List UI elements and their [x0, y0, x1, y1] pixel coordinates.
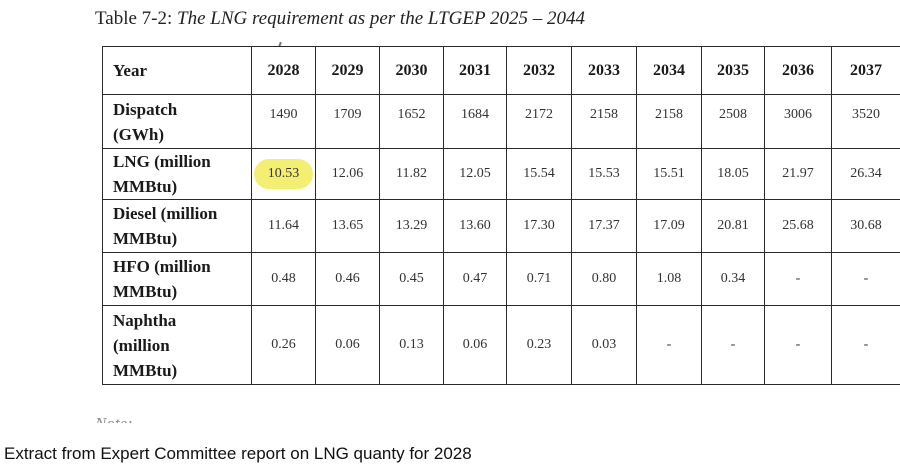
value-cell: -	[831, 252, 900, 306]
row-label-line: Diesel (million	[113, 204, 218, 223]
value-cell: 0.80	[571, 252, 637, 306]
table-title-text: The LNG requirement as per the LTGEP 202…	[177, 8, 585, 29]
row-label-line: MMBtu)	[113, 177, 178, 196]
table-row-naphtha: Naphtha (million MMBtu) 0.26 0.06 0.13 0…	[102, 305, 900, 385]
value-cell: 17.30	[506, 199, 572, 253]
row-label-dispatch: Dispatch (GWh)	[102, 94, 252, 149]
value-cell: 3520	[831, 94, 900, 149]
value-cell: -	[831, 305, 900, 385]
value-cell: 20.81	[701, 199, 765, 253]
table-row-hfo: HFO (million MMBtu) 0.48 0.46 0.45 0.47 …	[102, 252, 900, 306]
year-header: Year	[102, 46, 252, 95]
year-cell: 2036	[764, 46, 832, 95]
row-label-line: (million	[113, 335, 170, 355]
lng-requirement-table: Year 2028 2029 2030 2031 2032 2033 2034 …	[102, 46, 900, 385]
value-cell: 2158	[571, 94, 637, 149]
year-cell: 2034	[636, 46, 702, 95]
value-cell: 26.34	[831, 148, 900, 200]
value-cell: 3006	[764, 94, 832, 149]
year-cell: 2030	[379, 46, 444, 95]
value-cell: 11.64	[251, 199, 316, 253]
value-cell: 13.65	[315, 199, 380, 253]
value-cell: 1490	[251, 94, 316, 149]
value-cell: -	[636, 305, 702, 385]
year-cell: 2029	[315, 46, 380, 95]
value-cell: 0.23	[506, 305, 572, 385]
table-title-prefix: Table 7-2:	[95, 8, 178, 29]
year-cell: 2033	[571, 46, 637, 95]
value-cell: 21.97	[764, 148, 832, 200]
value-cell: 0.46	[315, 252, 380, 306]
value-cell: 13.29	[379, 199, 444, 253]
table-title: Table 7-2: The LNG requirement as per th…	[95, 8, 585, 30]
row-label-line: HFO (million	[113, 257, 211, 276]
value-cell: -	[701, 305, 765, 385]
note-label: Note:	[95, 413, 133, 423]
value-cell-highlighted: 10.53	[251, 148, 316, 200]
value-cell: 1684	[443, 94, 507, 149]
row-label-hfo: HFO (million MMBtu)	[102, 252, 252, 306]
value-cell: 0.45	[379, 252, 444, 306]
value-cell: 0.03	[571, 305, 637, 385]
year-cell: 2028	[251, 46, 316, 95]
year-cell: 2032	[506, 46, 572, 95]
row-label-line: LNG (million	[113, 152, 211, 171]
value-cell: 15.51	[636, 148, 702, 200]
value-cell: 0.06	[315, 305, 380, 385]
value-cell: 0.34	[701, 252, 765, 306]
value-cell: 2508	[701, 94, 765, 149]
value-cell: -	[764, 305, 832, 385]
row-label-line: Dispatch	[113, 99, 178, 119]
year-cell: 2035	[701, 46, 765, 95]
year-cell: 2037	[831, 46, 900, 95]
value-cell: 2172	[506, 94, 572, 149]
value-cell: 0.48	[251, 252, 316, 306]
value-cell: 17.37	[571, 199, 637, 253]
value-cell: 30.68	[831, 199, 900, 253]
highlight-marker: 10.53	[253, 159, 313, 189]
value-cell: 25.68	[764, 199, 832, 253]
table-row-dispatch: Dispatch (GWh) 1490 1709 1652 1684 2172 …	[102, 94, 900, 149]
table-row-lng: LNG (million MMBtu) 10.53 12.06 11.82 12…	[102, 148, 900, 200]
table-row-diesel: Diesel (million MMBtu) 11.64 13.65 13.29…	[102, 199, 900, 253]
row-label-lng: LNG (million MMBtu)	[102, 148, 252, 200]
value-cell: 0.26	[251, 305, 316, 385]
value-cell: 0.71	[506, 252, 572, 306]
value-cell: 0.13	[379, 305, 444, 385]
row-label-line: Naphtha	[113, 310, 177, 330]
row-label-diesel: Diesel (million MMBtu)	[102, 199, 252, 253]
value-cell: 0.06	[443, 305, 507, 385]
row-label-line: MMBtu)	[113, 229, 178, 248]
row-label-line: MMBtu)	[113, 282, 178, 301]
row-label-line: (GWh)	[113, 124, 164, 144]
value-cell: 15.54	[506, 148, 572, 200]
value-cell: 11.82	[379, 148, 444, 200]
value-cell: 0.47	[443, 252, 507, 306]
value-cell: 12.06	[315, 148, 380, 200]
value-cell: 13.60	[443, 199, 507, 253]
table-header-row: Year 2028 2029 2030 2031 2032 2033 2034 …	[102, 46, 900, 95]
row-label-line: MMBtu)	[113, 360, 178, 380]
value-cell: 15.53	[571, 148, 637, 200]
value-cell: 12.05	[443, 148, 507, 200]
value-cell: 17.09	[636, 199, 702, 253]
value-cell: -	[764, 252, 832, 306]
value-cell: 1652	[379, 94, 444, 149]
value-cell: 2158	[636, 94, 702, 149]
year-cell: 2031	[443, 46, 507, 95]
value-cell: 1709	[315, 94, 380, 149]
value-cell: 1.08	[636, 252, 702, 306]
caption: Extract from Expert Committee report on …	[4, 444, 472, 463]
row-label-naphtha: Naphtha (million MMBtu)	[102, 305, 252, 385]
value-cell: 18.05	[701, 148, 765, 200]
